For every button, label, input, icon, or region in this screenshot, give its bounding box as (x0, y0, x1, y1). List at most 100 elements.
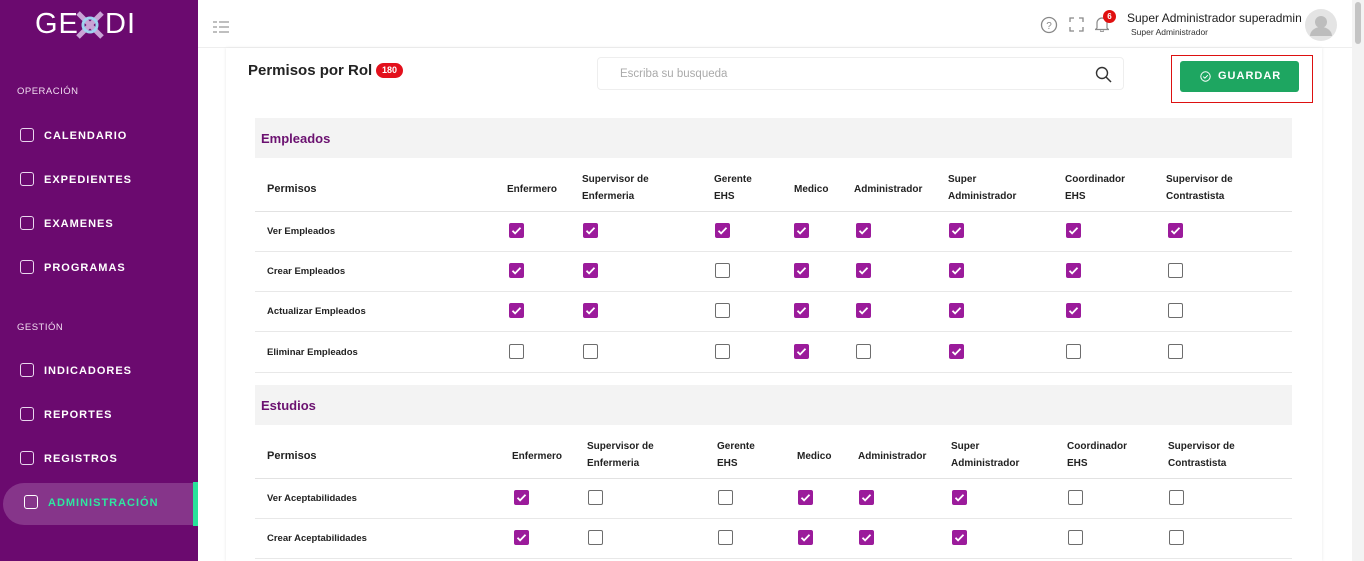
nav-item[interactable]: PROGRAMAS (44, 262, 126, 274)
checkbox[interactable] (794, 263, 809, 278)
nav-icon (20, 451, 34, 465)
column-header: Enfermero (507, 184, 558, 195)
checkbox[interactable] (794, 344, 809, 359)
checkbox[interactable] (1168, 344, 1183, 359)
count-badge: 180 (376, 63, 403, 78)
check-mark (585, 227, 596, 235)
checkbox[interactable] (1169, 530, 1184, 545)
checkbox[interactable] (1066, 263, 1081, 278)
checkbox[interactable] (856, 303, 871, 318)
checkbox[interactable] (949, 303, 964, 318)
checkbox[interactable] (859, 490, 874, 505)
row-label: Actualizar Empleados (267, 306, 366, 317)
nav-item[interactable]: CALENDARIO (44, 130, 128, 142)
checkbox[interactable] (1066, 344, 1081, 359)
checkbox[interactable] (583, 263, 598, 278)
checkbox[interactable] (952, 530, 967, 545)
svg-text:?: ? (1046, 21, 1052, 32)
checkbox[interactable] (949, 344, 964, 359)
check-mark (951, 267, 962, 275)
checkbox[interactable] (715, 303, 730, 318)
row-rule (255, 372, 1292, 373)
check-mark (1068, 227, 1079, 235)
search-icon[interactable] (1095, 66, 1112, 83)
checkbox[interactable] (583, 223, 598, 238)
checkbox[interactable] (856, 344, 871, 359)
row-label: Ver Aceptabilidades (267, 493, 357, 504)
checkbox[interactable] (509, 303, 524, 318)
check-mark (858, 267, 869, 275)
section-band (255, 118, 1292, 158)
check-mark (861, 494, 872, 502)
row-rule (255, 251, 1292, 252)
nav-item[interactable]: EXPEDIENTES (44, 174, 133, 186)
active-marker (193, 482, 198, 526)
checkbox[interactable] (514, 490, 529, 505)
search-box[interactable]: Escriba su busqueda (597, 57, 1124, 90)
checkbox[interactable] (715, 344, 730, 359)
active-highlight (3, 483, 193, 525)
card: Permisos por Rol 180 Escriba su busqueda… (226, 48, 1322, 561)
nav-item[interactable]: REGISTROS (44, 453, 118, 465)
checkbox[interactable] (588, 530, 603, 545)
check-mark (796, 267, 807, 275)
nav-item[interactable]: EXAMENES (44, 218, 114, 230)
nav-item[interactable]: ADMINISTRACIÓN (48, 497, 159, 509)
row-rule (255, 558, 1292, 559)
column-header: Administrador (854, 184, 923, 195)
checkbox[interactable] (588, 490, 603, 505)
header-rule (255, 211, 1292, 212)
checkbox[interactable] (794, 223, 809, 238)
checkbox[interactable] (798, 490, 813, 505)
checkbox[interactable] (715, 263, 730, 278)
checkbox[interactable] (715, 223, 730, 238)
column-header: Medico (794, 184, 829, 195)
checkbox[interactable] (509, 263, 524, 278)
nav-item[interactable]: REPORTES (44, 409, 113, 421)
checkbox[interactable] (1168, 303, 1183, 318)
check-mark (516, 534, 527, 542)
row-label: Eliminar Empleados (267, 347, 358, 358)
checkbox[interactable] (859, 530, 874, 545)
row-rule (255, 331, 1292, 332)
column-header: Enfermero (512, 451, 563, 462)
save-icon (1200, 71, 1211, 82)
checkbox[interactable] (949, 263, 964, 278)
column-header: Supervisor de Contrastista (1166, 174, 1233, 202)
check-mark (796, 307, 807, 315)
checkbox[interactable] (1066, 303, 1081, 318)
checkbox[interactable] (1168, 263, 1183, 278)
checkbox[interactable] (798, 530, 813, 545)
row-rule (255, 291, 1292, 292)
checkbox[interactable] (1169, 490, 1184, 505)
checkbox[interactable] (1068, 530, 1083, 545)
section-title: Empleados (261, 131, 331, 146)
check-mark (796, 348, 807, 356)
checkbox[interactable] (856, 263, 871, 278)
scroll-thumb[interactable] (1355, 2, 1361, 44)
checkbox[interactable] (718, 530, 733, 545)
checkbox[interactable] (718, 490, 733, 505)
checkbox[interactable] (1066, 223, 1081, 238)
checkbox[interactable] (583, 303, 598, 318)
checkbox[interactable] (856, 223, 871, 238)
checkbox[interactable] (1168, 223, 1183, 238)
checkbox[interactable] (794, 303, 809, 318)
check-mark (516, 494, 527, 502)
checkbox[interactable] (509, 223, 524, 238)
check-mark (951, 227, 962, 235)
save-button[interactable]: GUARDAR (1180, 61, 1299, 92)
checkbox[interactable] (583, 344, 598, 359)
nav-item[interactable]: INDICADORES (44, 365, 133, 377)
checkbox[interactable] (509, 344, 524, 359)
checkbox[interactable] (949, 223, 964, 238)
checkbox[interactable] (514, 530, 529, 545)
table-header: Permisos (267, 183, 317, 195)
fullscreen-icon[interactable] (1069, 17, 1084, 32)
checkbox[interactable] (1068, 490, 1083, 505)
checkbox[interactable] (952, 490, 967, 505)
help-icon[interactable]: ? (1040, 16, 1058, 34)
menu-icon[interactable] (213, 20, 229, 34)
avatar[interactable] (1305, 9, 1337, 41)
section-band (255, 385, 1292, 425)
